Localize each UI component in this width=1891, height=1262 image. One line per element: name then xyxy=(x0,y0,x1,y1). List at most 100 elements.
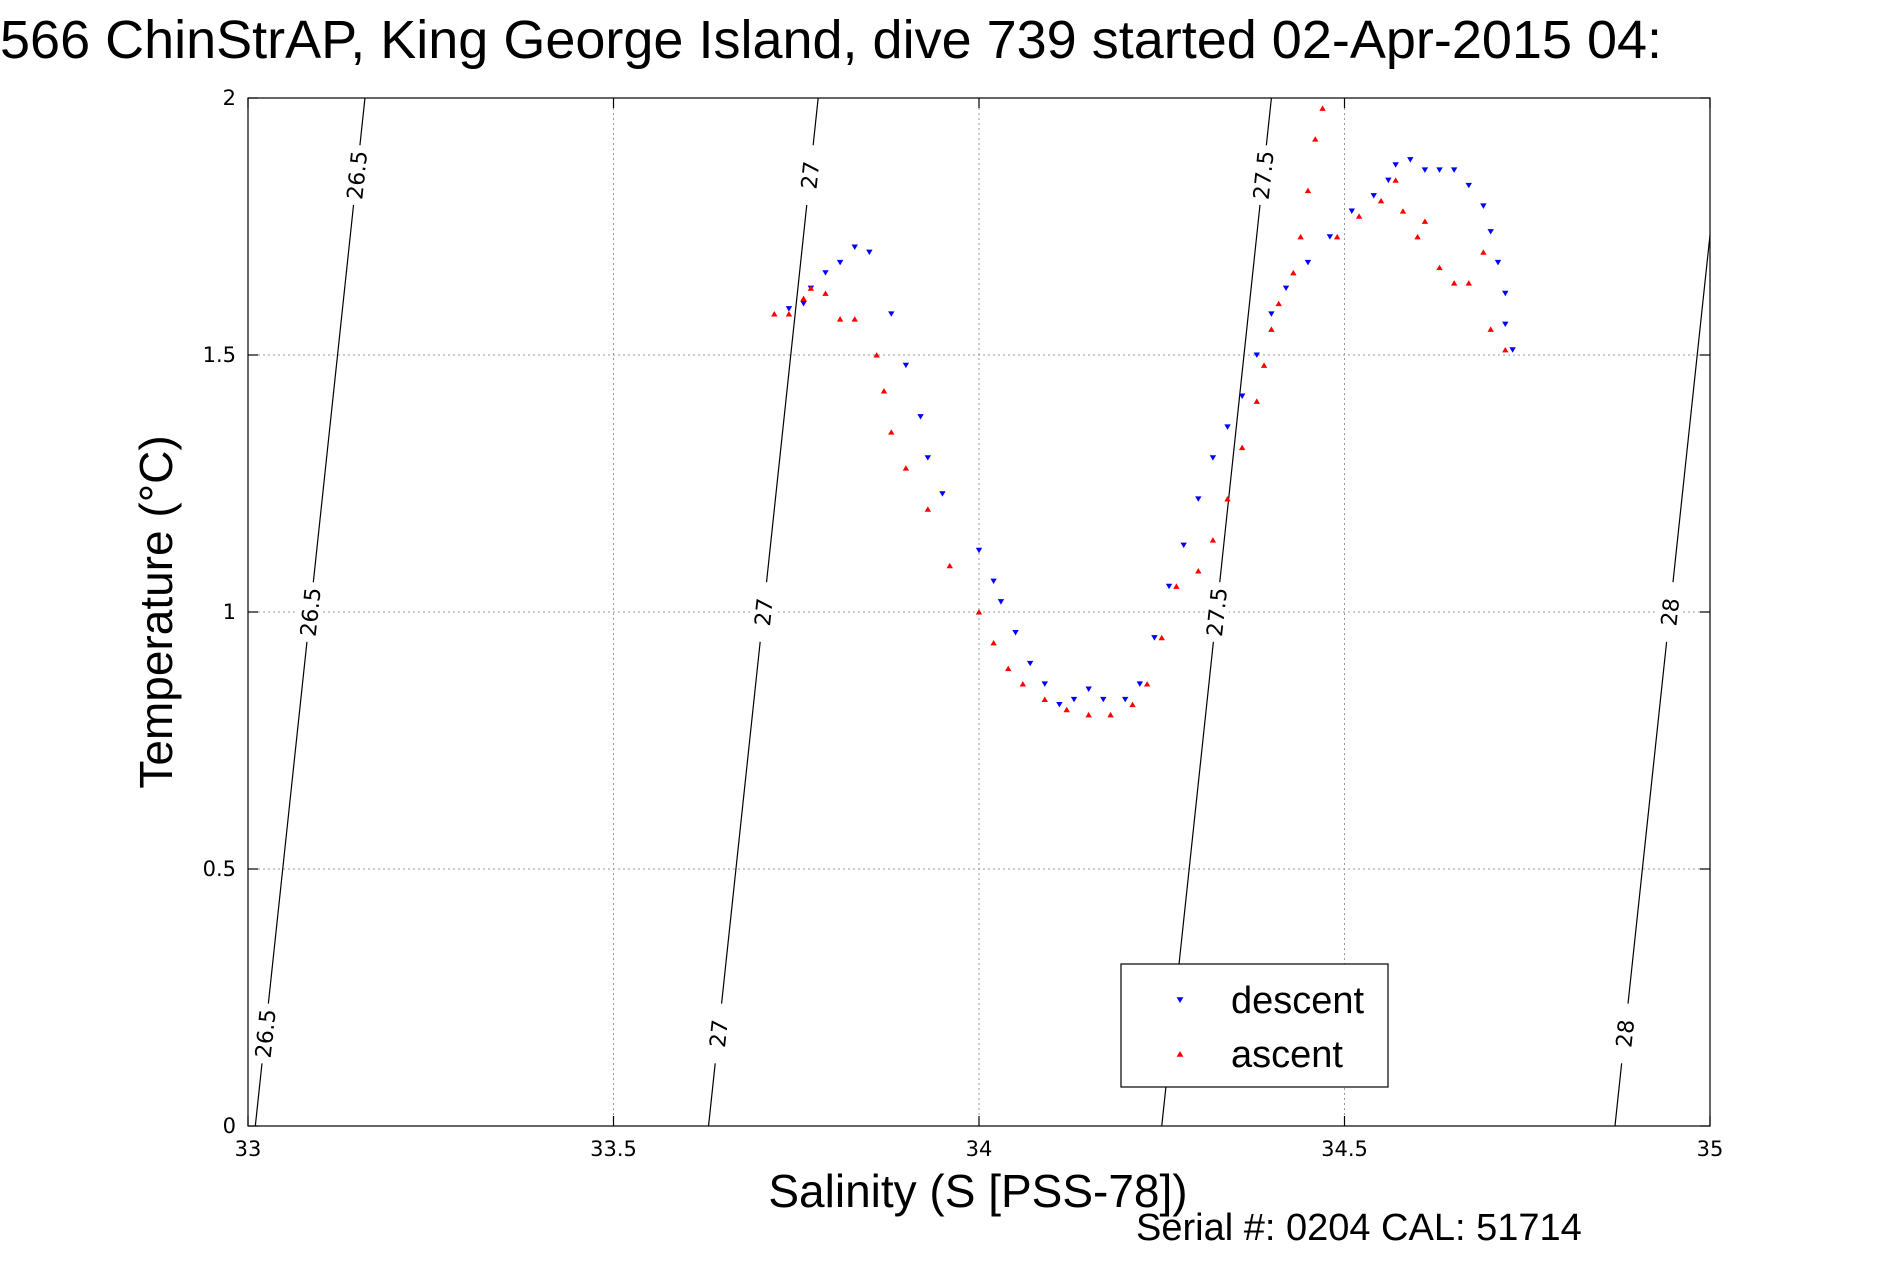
ascent-point xyxy=(946,562,953,569)
ascent-point xyxy=(1414,233,1421,240)
y-tick-label: 1 xyxy=(223,600,236,624)
ascent-point xyxy=(1355,213,1363,219)
descent-point xyxy=(1195,496,1202,502)
ascent-point xyxy=(1465,280,1472,286)
descent-point xyxy=(1494,259,1502,266)
contour-label-bg xyxy=(794,143,826,207)
ascent-point xyxy=(873,352,880,358)
ascent-point xyxy=(990,639,997,646)
y-tick-label: 2 xyxy=(223,86,236,110)
descent-point xyxy=(1253,352,1260,358)
descent-point xyxy=(1436,167,1443,173)
x-tick-label: 34 xyxy=(966,1137,993,1161)
ascent-point xyxy=(771,311,778,317)
descent-point xyxy=(1151,635,1158,641)
ascent-point xyxy=(888,429,895,435)
ascent-point xyxy=(1304,187,1312,194)
descent-point xyxy=(1421,167,1429,173)
ascent-point xyxy=(1421,218,1429,224)
series-descent xyxy=(785,157,1516,708)
ascent-point xyxy=(1173,583,1180,589)
descent-point xyxy=(1487,229,1494,235)
ascent-point xyxy=(1268,326,1275,332)
ascent-point xyxy=(1450,280,1458,286)
contour-27: 27 27 27 xyxy=(703,97,826,1127)
contour-label-bg xyxy=(295,580,326,644)
descent-point xyxy=(836,259,844,266)
contour-label: 27 xyxy=(751,597,779,627)
series-ascent xyxy=(771,105,1509,718)
contour-label-bg xyxy=(250,1002,281,1065)
ascent-point xyxy=(800,295,807,302)
descent-point xyxy=(1026,660,1034,667)
ascent-point xyxy=(1502,346,1509,353)
descent-point xyxy=(990,578,997,585)
ascent-point xyxy=(851,316,858,322)
ascent-point xyxy=(902,465,910,471)
descent-point xyxy=(822,270,829,276)
ascent-point xyxy=(836,316,844,322)
chart-title: 566 ChinStrAP, King George Island, dive … xyxy=(0,10,1662,70)
ascent-point xyxy=(1297,233,1304,240)
ascent-point xyxy=(1209,537,1217,543)
ascent-point xyxy=(785,311,793,317)
contour-label: 28 xyxy=(1657,597,1685,627)
ascent-point xyxy=(1399,208,1407,214)
ascent-point xyxy=(1436,264,1443,271)
ascent-point xyxy=(1377,197,1385,204)
descent-point xyxy=(1480,203,1487,209)
descent-point xyxy=(1209,455,1217,461)
ascent-point xyxy=(1129,701,1136,708)
contour-28: 28 28 xyxy=(1609,235,1711,1127)
contour-label: 28 xyxy=(1612,1018,1640,1048)
legend-box xyxy=(1120,963,1389,1088)
ascent-point xyxy=(1143,681,1151,687)
ascent-point xyxy=(1063,706,1070,713)
descent-point xyxy=(1502,290,1509,297)
descent-point xyxy=(1385,177,1392,184)
descent-point xyxy=(1224,424,1231,430)
descent-point xyxy=(888,311,895,317)
ascent-point xyxy=(822,290,829,296)
descent-point xyxy=(1041,681,1048,687)
contour-label: 27 xyxy=(706,1018,734,1048)
ascent-point xyxy=(807,285,815,291)
ascent-point xyxy=(1158,634,1165,641)
descent-point xyxy=(1122,696,1129,703)
descent-point xyxy=(866,249,873,256)
descent-point xyxy=(1180,542,1187,549)
contour-label-bg xyxy=(748,580,779,644)
descent-point xyxy=(1070,696,1078,703)
descent-point xyxy=(1326,234,1334,240)
contour-label-bg xyxy=(1201,580,1232,644)
axis-ticks: 33 33.5 34 34.5 35 0 0.5 1 1.5 2 xyxy=(203,86,1724,1161)
descent-point xyxy=(1370,193,1377,199)
descent-point xyxy=(1509,347,1516,353)
ascent-point xyxy=(1319,105,1326,111)
ascent-point xyxy=(1290,269,1297,276)
contour-label: 27.5 xyxy=(1250,150,1280,201)
ascent-point xyxy=(1238,444,1246,451)
y-axis-title: Temperature (°C) xyxy=(130,435,182,788)
descent-point xyxy=(902,362,910,369)
descent-point xyxy=(1056,701,1063,708)
ascent-point xyxy=(1275,300,1282,307)
x-tick-label: 34.5 xyxy=(1321,1137,1368,1161)
descent-point xyxy=(1450,167,1458,173)
ascent-point xyxy=(1333,233,1341,240)
legend-marker-ascent xyxy=(1176,1050,1184,1057)
contour-26.5: 26.5 26.5 26.5 xyxy=(250,97,373,1127)
ascent-point xyxy=(975,609,983,615)
descent-point xyxy=(1136,681,1144,687)
contour-label: 26.5 xyxy=(252,1008,282,1059)
y-tick-label: 0.5 xyxy=(203,857,236,881)
descent-point xyxy=(1238,393,1246,399)
descent-point xyxy=(924,455,932,461)
legend-marker-descent xyxy=(1176,997,1184,1004)
x-tick-label: 35 xyxy=(1697,1137,1724,1161)
descent-point xyxy=(800,301,807,307)
descent-point xyxy=(1304,259,1312,266)
ascent-point xyxy=(1019,681,1027,687)
descent-point xyxy=(1392,162,1399,168)
